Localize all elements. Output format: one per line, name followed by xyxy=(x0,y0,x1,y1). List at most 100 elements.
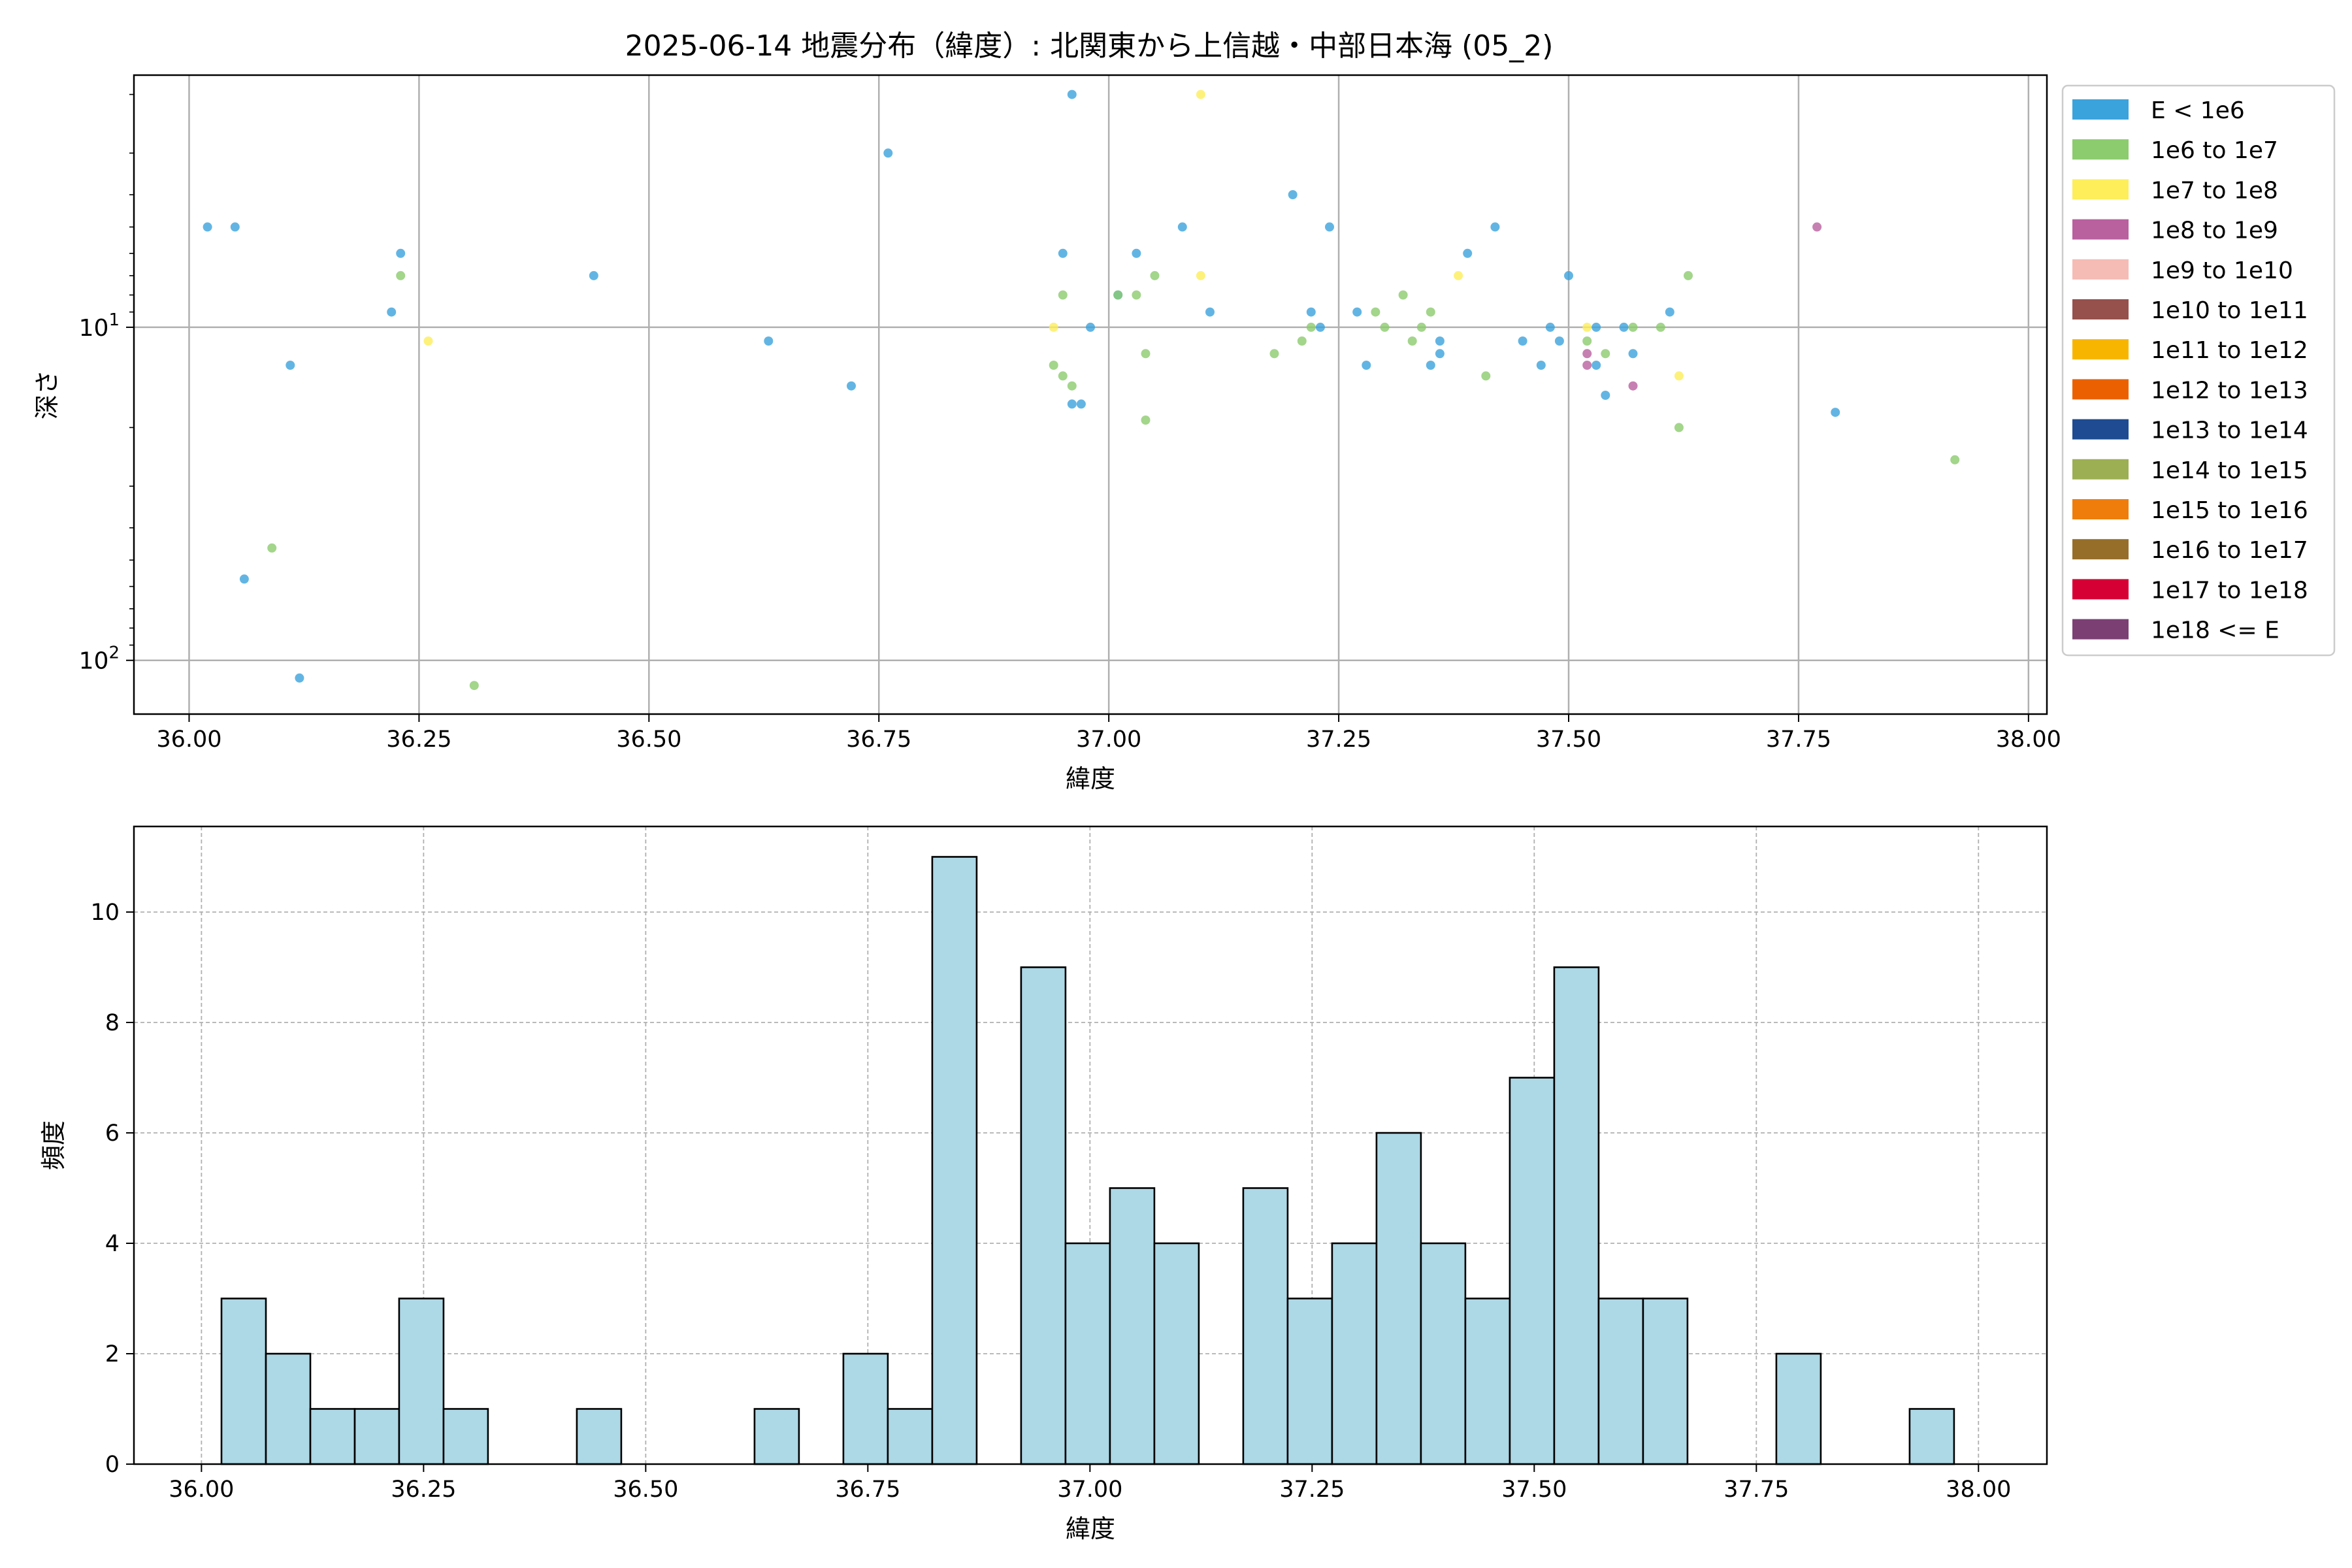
histogram-x-tick-label: 37.50 xyxy=(1501,1477,1567,1503)
histogram-bar xyxy=(1775,1352,1822,1465)
scatter-point xyxy=(1518,336,1527,346)
histogram-bar xyxy=(842,1352,889,1465)
histogram-y-tick-label: 4 xyxy=(105,1231,120,1257)
histogram-bar xyxy=(1908,1408,1955,1465)
legend-label: E < 1e6 xyxy=(2151,97,2245,124)
scatter-point xyxy=(1601,391,1610,400)
legend-label: 1e18 <= E xyxy=(2151,617,2279,644)
scatter-point xyxy=(1196,90,1205,99)
histogram-bar xyxy=(1597,1298,1644,1465)
scatter-point xyxy=(1674,423,1684,433)
histogram-bar xyxy=(931,856,978,1465)
scatter-point xyxy=(239,574,249,584)
histogram-bar xyxy=(1109,1187,1156,1465)
legend-label: 1e13 to 1e14 xyxy=(2151,417,2308,444)
scatter-point xyxy=(1656,322,1665,332)
scatter-x-tick-label: 38.00 xyxy=(1996,727,2061,753)
scatter-point xyxy=(1297,336,1307,346)
scatter-point xyxy=(1067,399,1077,409)
legend-label: 1e15 to 1e16 xyxy=(2151,497,2308,524)
histogram-bar xyxy=(576,1408,623,1465)
histogram-bar xyxy=(1642,1298,1689,1465)
scatter-x-tick-label: 37.25 xyxy=(1306,727,1371,753)
scatter-point xyxy=(1536,361,1546,370)
histogram-bar xyxy=(442,1408,489,1465)
scatter-point xyxy=(423,336,433,346)
histogram-x-tick-label: 36.50 xyxy=(613,1477,678,1503)
scatter-point xyxy=(847,381,856,391)
scatter-point xyxy=(295,673,304,683)
legend-label: 1e16 to 1e17 xyxy=(2151,537,2308,564)
scatter-point xyxy=(1463,248,1473,258)
legend-label: 1e6 to 1e7 xyxy=(2151,137,2278,164)
legend-swatch xyxy=(2072,179,2129,200)
scatter-point xyxy=(1315,322,1325,332)
scatter-x-axis-label: 緯度 xyxy=(1066,764,1115,793)
histogram-y-ticks: 0 2 4 6 8 10 xyxy=(90,900,134,1478)
scatter-y-axis-label: 深さ xyxy=(33,370,61,419)
scatter-point xyxy=(1196,270,1205,280)
scatter-point xyxy=(203,222,212,232)
histogram-bar xyxy=(1464,1298,1511,1465)
scatter-point xyxy=(1141,416,1151,425)
histogram-y-tick-label: 0 xyxy=(105,1452,120,1478)
chart-title: 2025-06-14 地震分布（緯度）: 北関東から上信越・中部日本海 (05_… xyxy=(625,29,1554,63)
scatter-point xyxy=(1582,336,1592,346)
legend-swatch xyxy=(2072,419,2129,440)
scatter-point xyxy=(1812,222,1822,232)
scatter-point xyxy=(1628,322,1638,332)
histogram-x-tick-label: 36.00 xyxy=(169,1477,234,1503)
histogram-bar xyxy=(1242,1187,1289,1465)
legend-frame xyxy=(2061,84,2336,657)
scatter-point xyxy=(1454,270,1463,280)
scatter-point xyxy=(1113,290,1123,300)
scatter-point xyxy=(1132,248,1141,258)
legend-swatch xyxy=(2072,499,2129,519)
histogram-bar xyxy=(220,1298,267,1465)
histogram-bar xyxy=(753,1408,800,1465)
scatter-point xyxy=(1269,349,1279,359)
scatter-point xyxy=(1177,222,1187,232)
scatter-point xyxy=(1371,307,1380,317)
histogram-bar xyxy=(1331,1242,1378,1465)
scatter-point xyxy=(1674,371,1684,381)
scatter-point xyxy=(1205,307,1215,317)
histogram-bar xyxy=(887,1408,934,1465)
histogram-x-tick-label: 36.75 xyxy=(835,1477,900,1503)
scatter-point xyxy=(1481,371,1491,381)
histogram-bar xyxy=(1553,966,1600,1465)
scatter-point xyxy=(1435,336,1445,346)
legend-swatch xyxy=(2072,299,2129,319)
histogram-bar xyxy=(1509,1077,1556,1465)
scatter-point xyxy=(1950,455,1960,465)
scatter-panel: 36.00 36.25 36.50 36.75 37.00 37.25 37.50 37.75… xyxy=(33,74,2061,793)
legend-swatch xyxy=(2072,259,2129,280)
legend: E < 1e6 1e6 to 1e7 1e7 to 1e8 1e8 to 1e9 1e9… xyxy=(2061,84,2336,657)
scatter-point xyxy=(1426,307,1435,317)
scatter-point xyxy=(1416,322,1426,332)
scatter-point xyxy=(1435,349,1445,359)
scatter-point xyxy=(1582,361,1592,370)
histogram-bar xyxy=(1420,1242,1467,1465)
scatter-point xyxy=(1619,322,1629,332)
legend-swatch xyxy=(2072,379,2129,400)
scatter-point xyxy=(764,336,774,346)
histogram-y-tick-label: 6 xyxy=(105,1120,120,1147)
legend-swatch xyxy=(2072,459,2129,480)
scatter-point xyxy=(883,148,893,158)
histogram-panel: 36.00 36.25 36.50 36.75 37.00 37.25 37.50 37.75… xyxy=(39,825,2048,1543)
histogram-bar xyxy=(1153,1242,1200,1465)
histogram-y-tick-label: 10 xyxy=(90,900,120,926)
scatter-point xyxy=(1545,322,1555,332)
histogram-y-tick-label: 2 xyxy=(105,1341,120,1367)
histogram-bar xyxy=(353,1408,400,1465)
scatter-x-tick-label: 36.75 xyxy=(846,727,911,753)
legend-items: E < 1e6 1e6 to 1e7 1e7 to 1e8 1e8 to 1e9 1e9… xyxy=(2072,97,2308,644)
legend-swatch xyxy=(2072,619,2129,640)
scatter-point xyxy=(1058,248,1068,258)
legend-label: 1e14 to 1e15 xyxy=(2151,457,2308,484)
scatter-point xyxy=(1628,349,1638,359)
scatter-x-tick-label: 37.00 xyxy=(1076,727,1141,753)
scatter-point xyxy=(1554,336,1564,346)
